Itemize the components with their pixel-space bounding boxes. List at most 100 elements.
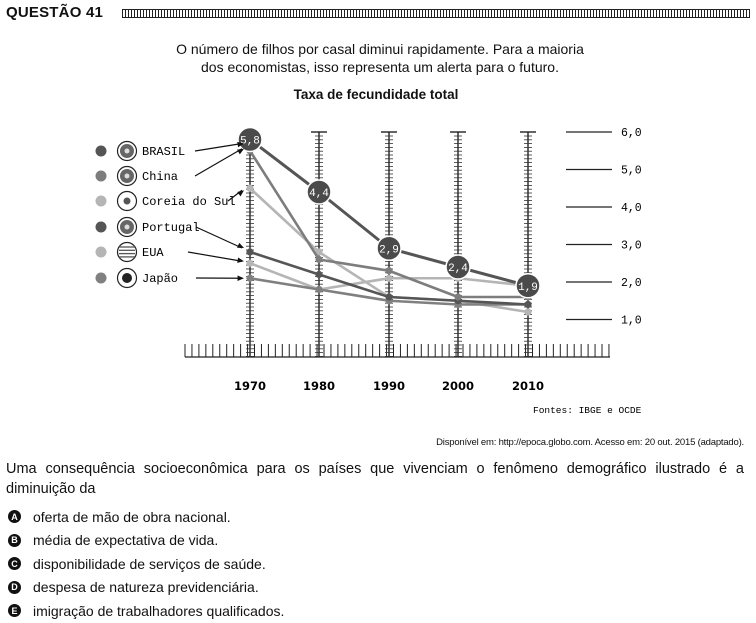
- series-point: [385, 267, 393, 275]
- flag-icon: [116, 241, 138, 263]
- option-text: média de expectativa de vida.: [33, 532, 219, 549]
- legend-arrow: [194, 148, 243, 177]
- fertility-chart: 1970 1980 1990 2000 2010 6,0 5,0 4,0 3,0 2,0 1,0 5,…: [95, 126, 642, 416]
- y-tick-label: 3,0: [621, 240, 642, 253]
- legend-arrowhead: [237, 257, 244, 263]
- legend-dot: [95, 145, 107, 157]
- y-tick-label: 6,0: [621, 127, 642, 140]
- series-point: [246, 184, 254, 192]
- option-text: imigração de trabalhadores qualificados.: [33, 602, 285, 619]
- brasil-point-marker: [306, 179, 332, 205]
- question-stem: Uma consequência socioeconômica para os …: [6, 461, 744, 497]
- legend-entry-japão: Japão: [95, 267, 244, 289]
- option-letter-badge: A: [8, 510, 21, 524]
- y-tick-label: 1,0: [621, 315, 642, 328]
- brasil-point: 2,4: [445, 254, 471, 280]
- legend-arrow: [195, 226, 243, 249]
- intro-line-1: O número de filhos por casal diminui rap…: [176, 41, 584, 57]
- legend-arrowhead: [237, 148, 244, 155]
- brasil-point: 1,9: [515, 273, 541, 299]
- brasil-point-label: 4,4: [309, 188, 329, 200]
- y-tick-label: 4,0: [621, 202, 642, 215]
- legend-dot: [95, 195, 107, 207]
- series-point: [246, 274, 254, 282]
- series-point: [454, 293, 462, 301]
- brasil-point: 4,4: [306, 179, 332, 205]
- brasil-point-label: 2,4: [448, 263, 468, 275]
- series-point: [246, 259, 254, 267]
- legend-entry-brasil: BRASIL: [95, 140, 244, 162]
- brasil-point-marker: [515, 273, 541, 299]
- brasil-point-label: 5,8: [240, 136, 260, 148]
- option-text: disponibilidade de serviços de saúde.: [33, 555, 266, 572]
- question-intro: O número de filhos por casal diminui rap…: [130, 40, 630, 76]
- year-ruler: 2000: [442, 131, 474, 393]
- series-point: [524, 308, 532, 316]
- series-point: [315, 285, 323, 294]
- legend-entry-eua: EUA: [95, 241, 244, 263]
- flag-icon-disc: [124, 224, 130, 230]
- x-axis-minor-ticks: [184, 344, 610, 357]
- x-tick-label: 1970: [234, 379, 266, 393]
- legend-label: Japão: [142, 272, 178, 286]
- legend-arrow: [194, 142, 243, 152]
- x-tick-label: 2010: [512, 379, 544, 393]
- x-tick-label: 2000: [442, 379, 474, 393]
- option-text: oferta de mão de obra nacional.: [33, 508, 231, 525]
- option-letter-badge: E: [8, 604, 21, 618]
- legend-arrowhead: [237, 275, 244, 281]
- flag-icon-disc: [122, 273, 132, 283]
- legend-dot: [95, 246, 107, 258]
- legend-entry-portugal: Portugal: [95, 216, 244, 249]
- series-point: [524, 300, 532, 309]
- legend-label: China: [142, 170, 178, 184]
- legend-dot: [95, 170, 107, 182]
- brasil-point: 2,9: [376, 235, 402, 261]
- legend-arrowhead: [237, 141, 244, 148]
- legend-arrow: [187, 251, 243, 262]
- option-text: despesa de natureza previdenciária.: [33, 579, 259, 596]
- flag-icon-disc: [123, 197, 131, 205]
- legend-arrowhead: [237, 190, 244, 197]
- intro-line-2: dos economistas, isso representa um aler…: [201, 59, 559, 75]
- series-point: [385, 293, 393, 301]
- brasil-point-marker: [237, 126, 263, 153]
- y-tick-label: 5,0: [621, 165, 642, 178]
- legend-arrowhead: [237, 242, 244, 248]
- option-letter-badge: D: [8, 580, 21, 594]
- legend-label: Coreia do Sul: [142, 195, 236, 209]
- legend-dot: [95, 221, 107, 233]
- series-point: [385, 274, 393, 282]
- question-title: QUESTÃO 41: [6, 4, 104, 21]
- series-point: [315, 248, 323, 256]
- brasil-point-label: 2,9: [379, 244, 399, 256]
- chart-source: Fontes: IBGE e OCDE: [533, 405, 642, 416]
- header-rule: [122, 9, 750, 18]
- legend-entry-coreia-do-sul: Coreia do Sul: [95, 189, 244, 212]
- option-letter-badge: B: [8, 533, 21, 547]
- series-point: [315, 270, 323, 279]
- option-letter-badge: C: [8, 557, 21, 571]
- question-header: QUESTÃO 41: [6, 4, 750, 24]
- flag-icon-disc: [124, 173, 130, 179]
- series-point: [315, 255, 323, 264]
- legend-label: BRASIL: [142, 145, 185, 159]
- brasil-point-marker: [445, 254, 471, 280]
- legend-dot: [95, 272, 107, 284]
- legend-label: EUA: [142, 246, 164, 260]
- y-tick-label: 2,0: [621, 277, 642, 290]
- source-note: Disponível em: http://epoca.globo.com. A…: [436, 437, 744, 448]
- legend-label: Portugal: [142, 221, 200, 235]
- series-point: [246, 248, 254, 256]
- flag-icon-disc: [124, 148, 130, 154]
- brasil-point: 5,8: [237, 126, 263, 153]
- x-tick-label: 1990: [373, 379, 405, 393]
- chart-title: Taxa de fecundidade total: [293, 87, 459, 102]
- x-tick-label: 1980: [303, 379, 335, 393]
